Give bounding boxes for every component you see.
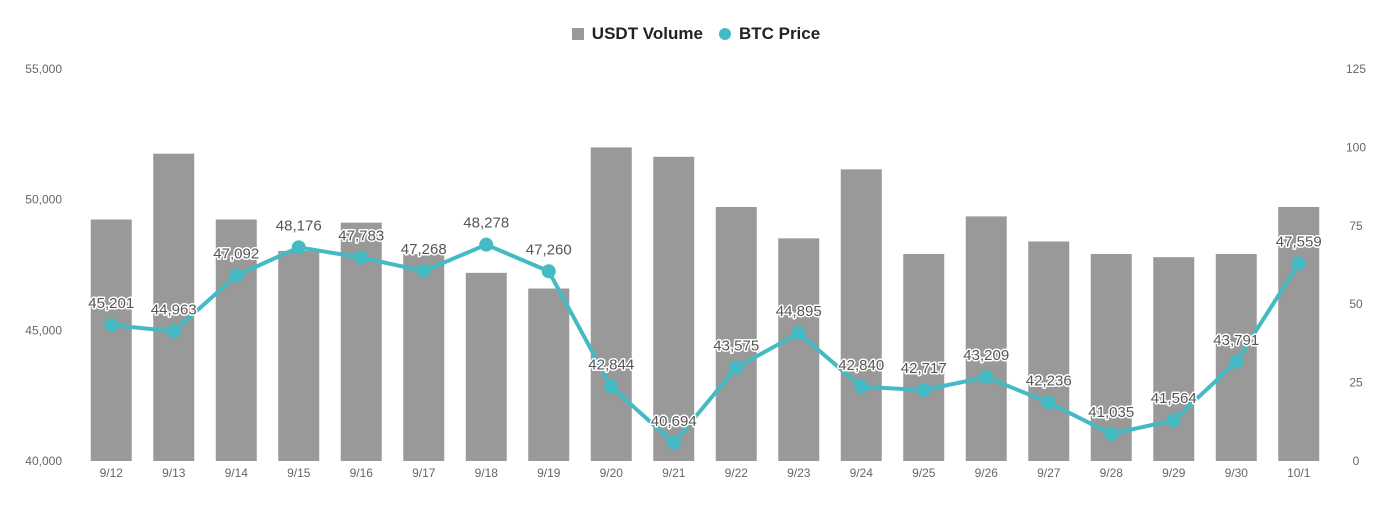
price-data-label: 47,268 [401, 241, 447, 258]
x-axis-tick: 9/20 [600, 466, 624, 480]
bar [403, 254, 445, 461]
right-axis-tick: 0 [1353, 454, 1360, 468]
x-axis-tick: 9/15 [287, 466, 311, 480]
bar [840, 169, 882, 462]
left-axis-tick: 50,000 [25, 193, 62, 207]
price-point [229, 268, 244, 283]
bar [590, 147, 632, 461]
x-axis-tick: 9/21 [662, 466, 686, 480]
price-data-label: 42,840 [838, 357, 884, 374]
price-data-label: 47,559 [1276, 233, 1322, 250]
bar [1153, 257, 1195, 461]
price-point [1166, 413, 1181, 428]
x-axis-tick: 10/1 [1287, 466, 1311, 480]
x-axis-tick: 9/12 [100, 466, 124, 480]
x-axis-tick: 9/25 [912, 466, 936, 480]
price-point [104, 318, 119, 333]
legend-price-label: BTC Price [738, 24, 821, 43]
price-data-label: 43,575 [713, 338, 759, 355]
price-point [354, 250, 369, 265]
price-swatch-icon [718, 28, 731, 40]
legend-item-price[interactable]: BTC Price [718, 24, 821, 44]
x-axis-tick: 9/17 [412, 466, 436, 480]
bar [778, 238, 820, 461]
price-point [979, 370, 994, 385]
legend-volume-label: USDT Volume [591, 24, 703, 43]
price-point [541, 264, 556, 279]
price-data-label: 41,035 [1088, 404, 1134, 421]
right-axis-tick: 100 [1346, 140, 1366, 154]
bar [215, 219, 257, 461]
right-axis-tick: 50 [1349, 297, 1363, 311]
x-axis-tick: 9/16 [350, 466, 374, 480]
price-point [791, 326, 806, 341]
bar [903, 254, 945, 461]
bar [653, 156, 695, 462]
bar [153, 153, 195, 461]
price-point [666, 435, 681, 450]
price-point [291, 240, 306, 255]
price-data-label: 43,209 [963, 347, 1009, 364]
left-axis-tick: 45,000 [25, 323, 62, 337]
price-data-label: 47,260 [526, 241, 572, 258]
x-axis-tick: 9/28 [1100, 466, 1124, 480]
x-axis-tick: 9/23 [787, 466, 811, 480]
right-axis-tick: 25 [1349, 376, 1363, 390]
x-axis-tick: 9/29 [1162, 466, 1186, 480]
price-point [166, 324, 181, 339]
x-axis-tick: 9/18 [475, 466, 499, 480]
bar [465, 272, 507, 461]
price-point [916, 382, 931, 397]
x-axis-tick: 9/22 [725, 466, 749, 480]
price-data-label: 43,791 [1213, 332, 1259, 349]
x-axis-tick: 9/26 [975, 466, 999, 480]
price-point [729, 360, 744, 375]
price-data-label: 47,783 [338, 228, 384, 245]
left-axis-tick: 40,000 [25, 454, 62, 468]
price-data-label: 41,564 [1151, 390, 1197, 407]
bar [1278, 206, 1320, 461]
price-point [416, 264, 431, 279]
price-data-label: 48,278 [463, 215, 509, 232]
price-point [604, 379, 619, 394]
price-point [1229, 354, 1244, 369]
right-axis-tick: 125 [1346, 62, 1366, 76]
legend-item-volume[interactable]: USDT Volume [571, 24, 703, 44]
price-point [1104, 426, 1119, 441]
bar [715, 206, 757, 461]
left-axis-tick: 55,000 [25, 62, 62, 76]
price-data-label: 48,176 [276, 217, 322, 234]
chart-legend: USDT Volume BTC Price [0, 24, 1392, 44]
price-data-label: 45,201 [88, 295, 134, 312]
price-point [854, 379, 869, 394]
x-axis-tick: 9/19 [537, 466, 561, 480]
bar [965, 216, 1007, 461]
price-data-label: 42,236 [1026, 373, 1072, 390]
price-point [1291, 256, 1306, 271]
price-data-label: 42,844 [588, 357, 634, 374]
price-point [479, 237, 494, 252]
x-axis-tick: 9/13 [162, 466, 186, 480]
price-point [1041, 395, 1056, 410]
x-axis-tick: 9/14 [225, 466, 249, 480]
price-data-label: 44,963 [151, 301, 197, 318]
price-data-label: 47,092 [213, 246, 259, 263]
price-line [111, 242, 1301, 445]
bar [278, 250, 320, 461]
volume-swatch-icon [571, 28, 584, 40]
x-axis-tick: 9/24 [850, 466, 874, 480]
price-data-label: 40,694 [651, 413, 697, 430]
right-axis-tick: 75 [1349, 219, 1363, 233]
x-axis-tick: 9/27 [1037, 466, 1061, 480]
price-data-label: 42,717 [901, 360, 947, 377]
bar [1028, 241, 1070, 461]
bar [90, 219, 132, 461]
price-data-label: 44,895 [776, 303, 822, 320]
bar [528, 288, 570, 461]
x-axis-tick: 9/30 [1225, 466, 1249, 480]
